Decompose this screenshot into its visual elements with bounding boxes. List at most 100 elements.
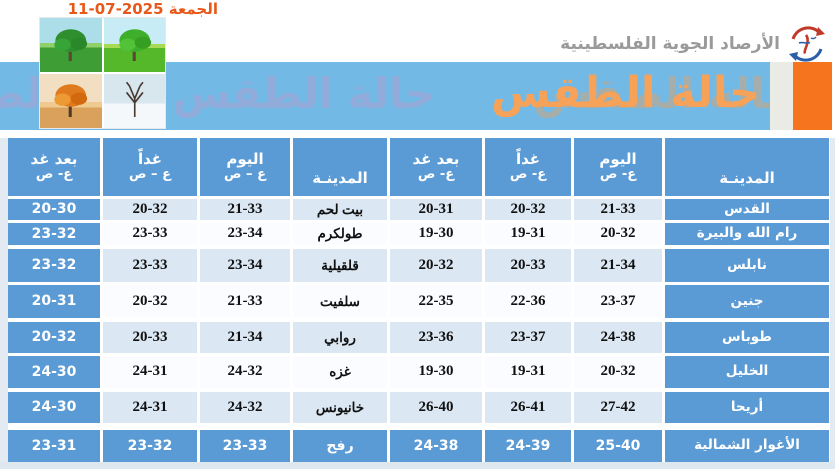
header-today-label: اليوم: [599, 149, 637, 168]
city-name: خانيونس: [293, 392, 387, 423]
header-today-period: ع- ص: [599, 167, 637, 183]
temp-tomorrow: 20-32: [485, 199, 571, 220]
temp-day-after: 23-32: [8, 223, 100, 245]
temp-tomorrow: 23-33: [103, 223, 197, 245]
temp-today: 21-34: [200, 322, 290, 353]
table-row: 23-32 23-33 23-34 طولكرم: [8, 223, 387, 245]
temp-today: 23-34: [200, 249, 290, 282]
city-name: طوباس: [665, 322, 829, 353]
temp-tomorrow: 24-31: [103, 356, 197, 388]
table-header-row: بعد غد ع- ص غداً ع- ص اليوم ع- ص المدينـ…: [390, 138, 829, 196]
header-tomorrow: غداً ع – ص: [103, 138, 197, 196]
temp-today: 21-34: [574, 249, 662, 282]
spring-tree-image: [40, 18, 102, 72]
temp-today: 21-33: [200, 199, 290, 220]
temp-tomorrow: 23-32: [103, 430, 197, 462]
header-day-after-label: بعد غد: [30, 149, 78, 168]
temp-day-after: 22-35: [390, 285, 482, 318]
temp-day-after: 23-32: [8, 249, 100, 282]
temp-day-after: 26-40: [390, 392, 482, 423]
table-footer-row: 24-38 24-39 25-40 الأغوار الشمالية: [390, 430, 829, 462]
meteorology-logo-icon: [787, 24, 827, 64]
temp-day-after: 20-32: [8, 322, 100, 353]
temp-tomorrow: 24-39: [485, 430, 571, 462]
banner-title: حالة الطقس: [491, 68, 760, 118]
temp-today: 20-32: [574, 356, 662, 388]
temp-tomorrow: 19-31: [485, 223, 571, 245]
table-row: 20-32 20-33 21-34 نابلس: [390, 249, 829, 282]
temp-today: 23-34: [200, 223, 290, 245]
table-header-row: بعد غد ع- ص غداً ع – ص اليوم ع – ص المدي…: [8, 138, 387, 196]
temp-tomorrow: 20-32: [103, 285, 197, 318]
banner-gap: [770, 62, 793, 130]
city-name: بيت لحم: [293, 199, 387, 220]
table-row: 24-30 24-31 24-32 خانيونس: [8, 392, 387, 423]
temp-day-after: 24-30: [8, 356, 100, 388]
org-header: الأرصاد الجوية الفلسطينية: [560, 24, 827, 64]
header-tomorrow-period: ع- ص: [509, 167, 547, 183]
table-row: 23-32 23-33 23-34 قلقيلية: [8, 249, 387, 282]
temp-today: 23-37: [574, 285, 662, 318]
temp-day-after: 23-31: [8, 430, 100, 462]
table-row: 26-40 26-41 27-42 أريحا: [390, 392, 829, 423]
temp-tomorrow: 19-31: [485, 356, 571, 388]
header-city: المدينـة: [293, 138, 387, 196]
table-row: 24-30 24-31 24-32 غزه: [8, 356, 387, 388]
table-row: 20-30 20-32 21-33 بيت لحم: [8, 199, 387, 220]
temp-tomorrow: 20-32: [103, 199, 197, 220]
header-city: المدينـة: [665, 138, 829, 196]
temp-tomorrow: 26-41: [485, 392, 571, 423]
header-day-after: بعد غد ع- ص: [8, 138, 100, 196]
city-name: نابلس: [665, 249, 829, 282]
temp-tomorrow: 22-36: [485, 285, 571, 318]
city-name: غزه: [293, 356, 387, 388]
temp-tomorrow: 20-33: [103, 322, 197, 353]
city-name: سلفيت: [293, 285, 387, 318]
temp-day-after: 20-30: [8, 199, 100, 220]
temp-day-after: 19-30: [390, 223, 482, 245]
city-name: الأغوار الشمالية: [665, 430, 829, 462]
bottom-margin-strip: [0, 462, 835, 469]
temp-today: 24-38: [574, 322, 662, 353]
temp-today: 24-32: [200, 392, 290, 423]
header-tomorrow-period: ع – ص: [129, 167, 171, 183]
banner-orange-block: [793, 62, 832, 130]
city-name: جنين: [665, 285, 829, 318]
city-name: الخليل: [665, 356, 829, 388]
header-day-after-period: ع- ص: [35, 167, 73, 183]
header-tomorrow-label: غداً: [137, 149, 163, 168]
header-day-after: بعد غد ع- ص: [390, 138, 482, 196]
table-row: 19-30 19-31 20-32 رام الله والبيرة: [390, 223, 829, 245]
temp-today: 20-32: [574, 223, 662, 245]
winter-tree-image: [103, 74, 165, 128]
table-row: 23-36 23-37 24-38 طوباس: [390, 322, 829, 353]
city-name: روابي: [293, 322, 387, 353]
city-name: طولكرم: [293, 223, 387, 245]
temp-tomorrow: 23-33: [103, 249, 197, 282]
temp-day-after: 23-36: [390, 322, 482, 353]
temp-today: 24-32: [200, 356, 290, 388]
temp-day-after: 20-32: [390, 249, 482, 282]
city-name: أريحا: [665, 392, 829, 423]
bulletin-date: الجمعة 2025-07-11: [67, 0, 218, 18]
temp-tomorrow: 23-37: [485, 322, 571, 353]
temp-day-after: 24-38: [390, 430, 482, 462]
city-name: رفح: [293, 430, 387, 462]
temp-today: 21-33: [200, 285, 290, 318]
table-row: 19-30 19-31 20-32 الخليل: [390, 356, 829, 388]
header-tomorrow-label: غداً: [515, 149, 541, 168]
header-tomorrow: غداً ع- ص: [485, 138, 571, 196]
temp-tomorrow: 20-33: [485, 249, 571, 282]
temp-day-after: 19-30: [390, 356, 482, 388]
table-row: 20-31 20-32 21-33 القدس: [390, 199, 829, 220]
header-today: اليوم ع- ص: [574, 138, 662, 196]
header-day-after-label: بعد غد: [412, 149, 460, 168]
banner-watermark-fragment: حالة الطقس: [533, 69, 770, 118]
city-name: قلقيلية: [293, 249, 387, 282]
org-name: الأرصاد الجوية الفلسطينية: [560, 34, 780, 54]
summer-tree-image: [103, 18, 165, 72]
temp-day-after: 20-31: [390, 199, 482, 220]
header-day-after-period: ع- ص: [417, 167, 455, 183]
temp-today: 21-33: [574, 199, 662, 220]
